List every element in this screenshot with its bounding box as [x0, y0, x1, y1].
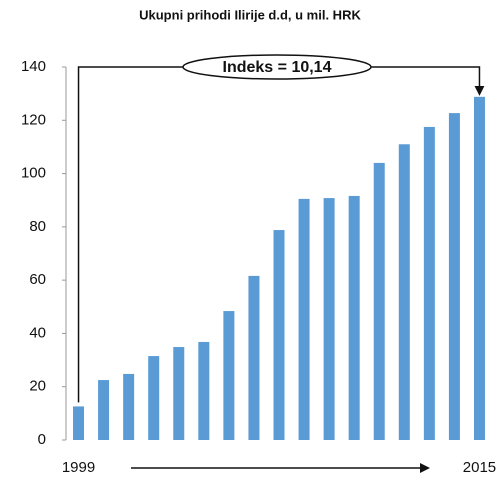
bar [298, 198, 310, 440]
bar [373, 162, 385, 440]
bar [123, 373, 135, 440]
y-tick-label: 40 [29, 324, 46, 341]
y-tick-label: 60 [29, 271, 46, 288]
bar [473, 96, 485, 440]
bar [448, 113, 460, 441]
y-tick-label: 80 [29, 218, 46, 235]
annotation-oval [182, 54, 372, 80]
annotation: Indeks = 10,14 [223, 59, 332, 76]
bar [348, 195, 360, 440]
y-tick-label: 120 [21, 111, 46, 128]
bar [273, 230, 285, 440]
y-tick-label: 20 [29, 378, 46, 395]
y-tick-label: 0 [38, 431, 46, 448]
bar [148, 356, 160, 440]
x-tick-label: 2015 [463, 459, 496, 476]
x-tick-label: 1999 [62, 459, 95, 476]
bar [398, 144, 410, 440]
y-tick-label: 100 [21, 165, 46, 182]
bar [248, 275, 260, 440]
chart-title: Ukupni prihodi Ilirije d.d, u mil. HRK [139, 7, 361, 22]
bar [423, 126, 435, 441]
y-tick-label: 140 [21, 58, 46, 75]
bar [323, 198, 335, 440]
bar [173, 347, 185, 440]
bar [223, 311, 235, 440]
bar [198, 341, 210, 440]
bar [73, 406, 85, 440]
bar [98, 380, 110, 440]
